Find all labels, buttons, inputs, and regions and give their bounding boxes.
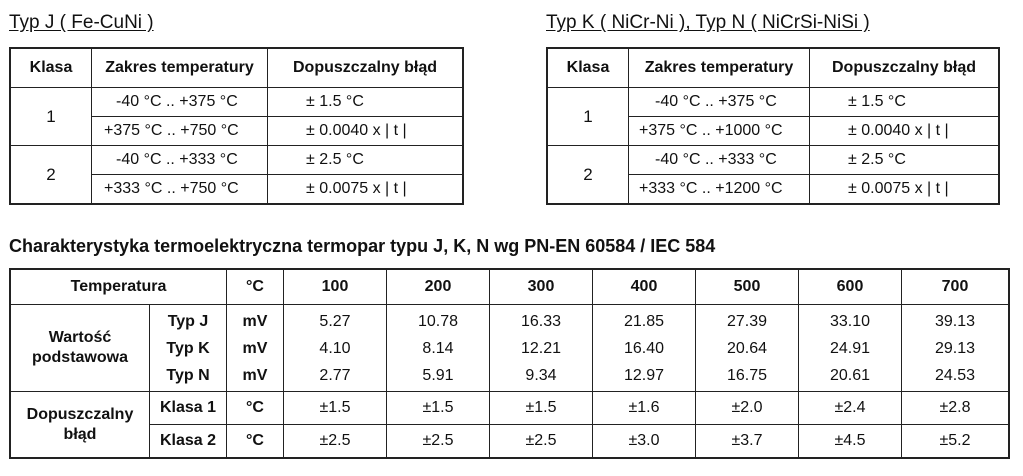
unit-mv: mV [242, 312, 268, 330]
range-cell: -40 °C .. +333 °C [628, 145, 810, 175]
value-cell: 20.64 [726, 339, 768, 357]
klasa-cell: 2 [546, 145, 629, 205]
temp-header: 300 [489, 268, 593, 305]
error-cell: ± 1.5 °C [267, 87, 464, 117]
values-600: 33.10 24.91 20.61 [798, 304, 902, 392]
error-cell: ± 2.5 °C [267, 145, 464, 175]
klasa-cell: 1 [9, 87, 92, 146]
value-cell: 4.10 [319, 339, 351, 357]
value-cell: 12.97 [623, 366, 665, 384]
value-cell: 21.85 [623, 312, 665, 330]
type-n-label: Typ N [166, 366, 210, 384]
values-300: 16.33 12.21 9.34 [489, 304, 593, 392]
error-cell: ± 0.0075 x | t | [809, 174, 1000, 205]
typ-j-table: Klasa Zakres temperatury Dopuszczalny bł… [9, 47, 464, 205]
temp-header: 600 [798, 268, 902, 305]
typ-k-table: Klasa Zakres temperatury Dopuszczalny bł… [546, 47, 1000, 205]
type-k-label: Typ K [166, 339, 210, 357]
error-cell: ± 0.0040 x | t | [267, 116, 464, 146]
values-100: 5.27 4.10 2.77 [283, 304, 387, 392]
value-cell: 10.78 [417, 312, 459, 330]
value-cell: 20.61 [829, 366, 871, 384]
values-700: 39.13 29.13 24.53 [901, 304, 1010, 392]
unit-mv: mV [242, 339, 268, 357]
value-cell: 8.14 [422, 339, 454, 357]
klasa-cell: 1 [546, 87, 629, 146]
error-cell: ± 0.0040 x | t | [809, 116, 1000, 146]
value-cell: 16.33 [520, 312, 562, 330]
klasa1-cell: ±2.8 [901, 391, 1010, 425]
klasa1-cell: ±1.5 [283, 391, 387, 425]
value-cell: 24.53 [934, 366, 976, 384]
unit-mv: mV [242, 366, 268, 384]
range-cell: +375 °C .. +1000 °C [628, 116, 810, 146]
value-cell: 2.77 [319, 366, 351, 384]
range-cell: -40 °C .. +375 °C [628, 87, 810, 117]
header-blad: Dopuszczalny błąd [809, 47, 1000, 88]
typ-j-caption: Typ J ( Fe-CuNi ) [9, 12, 154, 33]
klasa1-cell: ±1.6 [592, 391, 696, 425]
unit-c: °C [226, 424, 284, 459]
unit-c: °C [226, 391, 284, 425]
temp-header: 500 [695, 268, 799, 305]
value-cell: 5.91 [422, 366, 454, 384]
klasa1-cell: ±1.5 [386, 391, 490, 425]
value-cell: 29.13 [934, 339, 976, 357]
range-cell: -40 °C .. +333 °C [91, 145, 268, 175]
unit-c-header: °C [226, 268, 284, 305]
klasa1-cell: ±2.0 [695, 391, 799, 425]
klasa1-cell: ±2.4 [798, 391, 902, 425]
error-cell: ± 0.0075 x | t | [267, 174, 464, 205]
klasa2-cell: ±4.5 [798, 424, 902, 459]
range-cell: -40 °C .. +375 °C [91, 87, 268, 117]
typ-k-caption: Typ K ( NiCr-Ni ), Typ N ( NiCrSi-NiSi ) [546, 12, 870, 33]
type-labels: Typ J Typ K Typ N [149, 304, 227, 392]
value-cell: 33.10 [829, 312, 871, 330]
header-klasa: Klasa [9, 47, 92, 88]
range-cell: +333 °C .. +750 °C [91, 174, 268, 205]
wartosc-label: Wartość podstawowa [9, 304, 150, 392]
header-klasa: Klasa [546, 47, 629, 88]
values-400: 21.85 16.40 12.97 [592, 304, 696, 392]
value-cell: 12.21 [520, 339, 562, 357]
range-cell: +375 °C .. +750 °C [91, 116, 268, 146]
header-blad: Dopuszczalny błąd [267, 47, 464, 88]
klasa-cell: 2 [9, 145, 92, 205]
value-cell: 24.91 [829, 339, 871, 357]
value-cell: 5.27 [319, 312, 351, 330]
value-cell: 16.75 [726, 366, 768, 384]
characteristic-heading: Charakterystyka termoelektryczna termopa… [9, 236, 716, 256]
error-cell: ± 1.5 °C [809, 87, 1000, 117]
temp-header: 100 [283, 268, 387, 305]
klasa2-cell: ±2.5 [386, 424, 490, 459]
klasa2-label: Klasa 2 [149, 424, 227, 459]
values-500: 27.39 20.64 16.75 [695, 304, 799, 392]
value-cell: 27.39 [726, 312, 768, 330]
type-j-label: Typ J [167, 312, 209, 330]
klasa2-cell: ±2.5 [489, 424, 593, 459]
value-cell: 16.40 [623, 339, 665, 357]
error-cell: ± 2.5 °C [809, 145, 1000, 175]
characteristic-table: Temperatura °C 100 200 300 400 500 600 7… [9, 268, 1010, 459]
temp-header: 400 [592, 268, 696, 305]
value-cell: 39.13 [934, 312, 976, 330]
values-200: 10.78 8.14 5.91 [386, 304, 490, 392]
blad-label: Dopuszczalny błąd [9, 391, 150, 459]
range-cell: +333 °C .. +1200 °C [628, 174, 810, 205]
value-cell: 9.34 [525, 366, 557, 384]
klasa2-cell: ±3.0 [592, 424, 696, 459]
header-zakres: Zakres temperatury [628, 47, 810, 88]
header-zakres: Zakres temperatury [91, 47, 268, 88]
klasa1-cell: ±1.5 [489, 391, 593, 425]
klasa2-cell: ±3.7 [695, 424, 799, 459]
temp-header: 700 [901, 268, 1010, 305]
klasa2-cell: ±5.2 [901, 424, 1010, 459]
klasa1-label: Klasa 1 [149, 391, 227, 425]
temp-header: 200 [386, 268, 490, 305]
mv-units: mV mV mV [226, 304, 284, 392]
klasa2-cell: ±2.5 [283, 424, 387, 459]
temperature-header: Temperatura [9, 268, 227, 305]
